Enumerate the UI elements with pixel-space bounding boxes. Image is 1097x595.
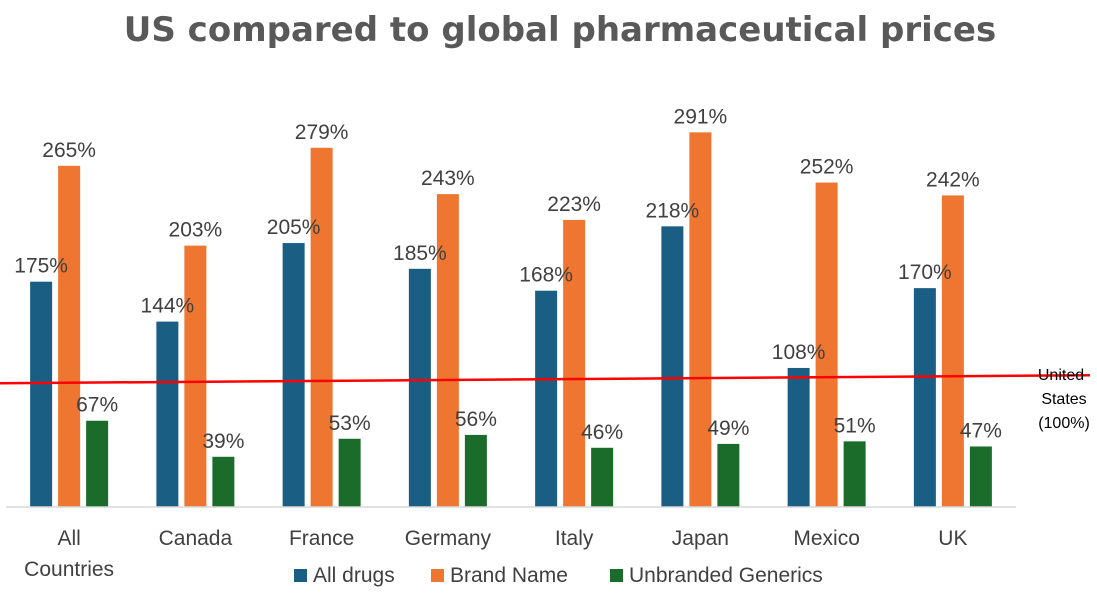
category-label-germany: Germany bbox=[405, 527, 492, 550]
bars-layer bbox=[30, 132, 992, 508]
category-label-france: France bbox=[289, 527, 354, 550]
bar-unbranded-generics-all-countries bbox=[86, 420, 109, 507]
bar-brand-name-uk bbox=[941, 195, 964, 508]
bar-unbranded-generics-germany bbox=[464, 434, 487, 507]
legend-swatch-unbranded-generics bbox=[610, 569, 623, 582]
legend-label-brand-name: Brand Name bbox=[450, 564, 568, 587]
data-label-brand-name-canada: 203% bbox=[169, 219, 223, 242]
bar-brand-name-canada bbox=[184, 245, 207, 507]
data-label-all-drugs-italy: 168% bbox=[519, 264, 573, 287]
data-label-all-drugs-mexico: 108% bbox=[772, 341, 826, 364]
bar-all-drugs-france bbox=[282, 243, 305, 507]
bar-unbranded-generics-italy bbox=[591, 447, 614, 507]
bar-unbranded-generics-mexico bbox=[843, 441, 866, 507]
reference-line-text: United States (100%) bbox=[1038, 367, 1090, 432]
data-label-brand-name-italy: 223% bbox=[547, 193, 601, 216]
bar-all-drugs-germany bbox=[408, 268, 431, 507]
data-label-brand-name-all-countries: 265% bbox=[42, 139, 96, 162]
bar-all-drugs-canada bbox=[156, 321, 179, 507]
data-label-unbranded-generics-france: 53% bbox=[329, 412, 371, 435]
data-label-unbranded-generics-canada: 39% bbox=[202, 430, 244, 453]
category-label-italy: Italy bbox=[555, 527, 594, 550]
data-label-unbranded-generics-japan: 49% bbox=[707, 417, 749, 440]
legend-swatch-brand-name bbox=[431, 569, 444, 582]
bar-unbranded-generics-france bbox=[338, 438, 361, 507]
bar-unbranded-generics-japan bbox=[717, 443, 740, 507]
category-label-canada: Canada bbox=[159, 527, 233, 550]
bar-brand-name-mexico bbox=[815, 182, 838, 508]
category-label-all-countries: All Countries bbox=[24, 527, 114, 581]
bar-brand-name-italy bbox=[563, 219, 586, 507]
data-label-all-drugs-canada: 144% bbox=[141, 295, 195, 318]
data-label-all-drugs-uk: 170% bbox=[898, 261, 952, 284]
data-label-unbranded-generics-italy: 46% bbox=[581, 421, 623, 444]
united-states-reference-line bbox=[0, 374, 1091, 385]
bar-all-drugs-italy bbox=[535, 290, 558, 507]
data-label-brand-name-mexico: 252% bbox=[800, 156, 854, 179]
data-label-all-drugs-france: 205% bbox=[267, 216, 321, 239]
bar-unbranded-generics-uk bbox=[969, 446, 992, 507]
legend-swatch-all-drugs bbox=[294, 569, 307, 582]
category-label-japan: Japan bbox=[672, 527, 729, 550]
chart-title: US compared to global pharmaceutical pri… bbox=[123, 10, 997, 50]
bar-brand-name-all-countries bbox=[58, 165, 81, 507]
category-label-mexico: Mexico bbox=[793, 527, 860, 550]
data-label-brand-name-japan: 291% bbox=[674, 105, 728, 128]
legend: All drugs Brand Name Unbranded Generics bbox=[294, 564, 823, 587]
reference-line-label: United States (100%) bbox=[1038, 367, 1090, 432]
bar-brand-name-france bbox=[310, 147, 333, 507]
legend-label-all-drugs: All drugs bbox=[313, 564, 395, 587]
data-label-brand-name-germany: 243% bbox=[421, 167, 475, 190]
data-label-all-drugs-japan: 218% bbox=[646, 199, 700, 222]
data-label-brand-name-uk: 242% bbox=[926, 168, 980, 191]
bar-brand-name-japan bbox=[689, 132, 712, 507]
bar-brand-name-germany bbox=[436, 194, 459, 507]
bar-unbranded-generics-canada bbox=[212, 456, 235, 507]
bar-all-drugs-uk bbox=[913, 288, 936, 507]
category-labels-layer: All Countries Canada France Germany Italy Japa… bbox=[24, 527, 967, 581]
data-label-brand-name-france: 279% bbox=[295, 121, 349, 144]
data-labels-layer: 175% 265% 67% 144% 203% 39% 205% 279% 53% 185% 243… bbox=[14, 105, 1002, 452]
data-label-unbranded-generics-mexico: 51% bbox=[834, 414, 876, 437]
category-label-uk: UK bbox=[938, 527, 967, 550]
bar-all-drugs-mexico bbox=[787, 367, 810, 507]
bar-all-drugs-all-countries bbox=[30, 281, 53, 507]
data-label-unbranded-generics-uk: 47% bbox=[960, 419, 1002, 442]
data-label-all-drugs-germany: 185% bbox=[393, 242, 447, 265]
legend-label-unbranded-generics: Unbranded Generics bbox=[629, 564, 823, 587]
data-label-unbranded-generics-all-countries: 67% bbox=[76, 394, 118, 417]
bar-all-drugs-japan bbox=[661, 226, 684, 507]
data-label-unbranded-generics-germany: 56% bbox=[455, 408, 497, 431]
data-label-all-drugs-all-countries: 175% bbox=[14, 255, 68, 278]
